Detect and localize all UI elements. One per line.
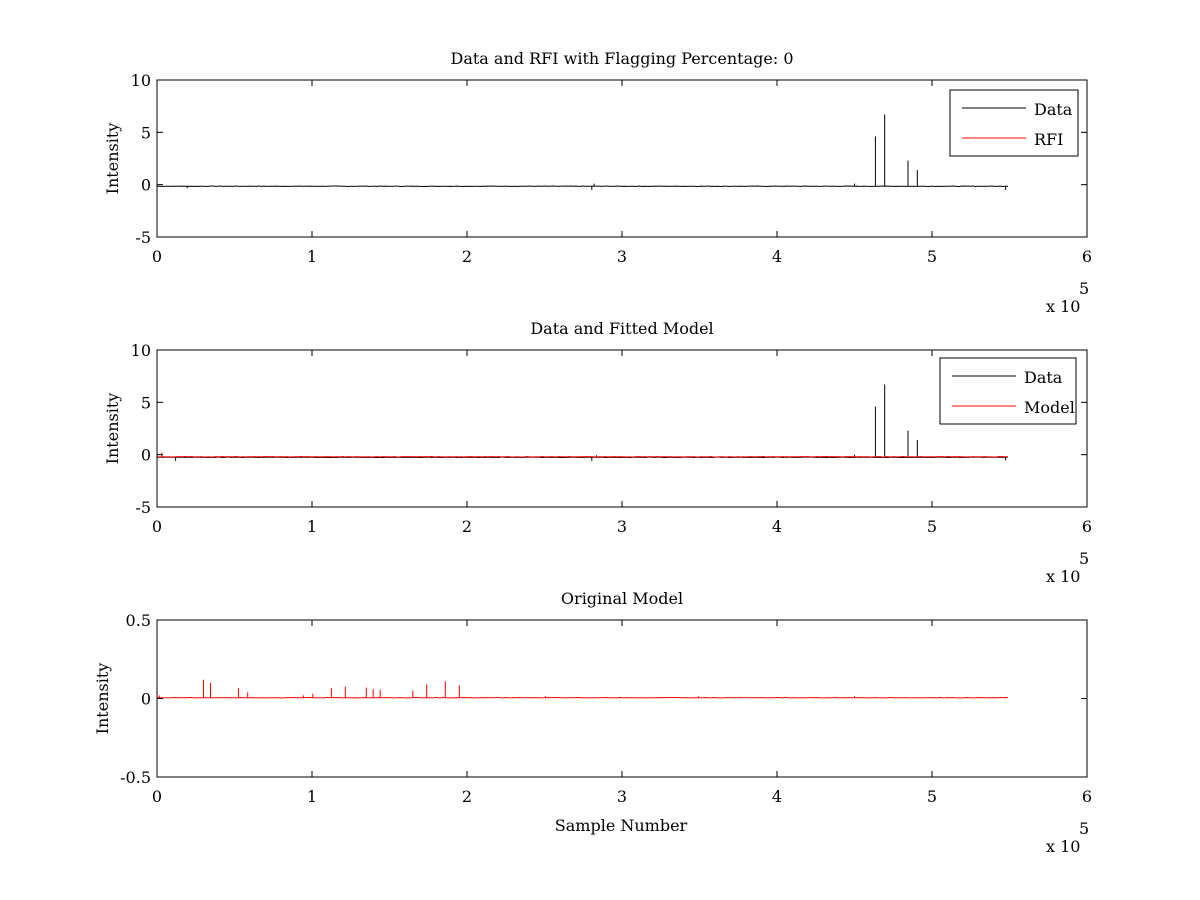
x-exponent-power: 5 [1079, 819, 1089, 838]
series-group [157, 679, 1009, 699]
x-tick-label: 6 [1082, 517, 1092, 536]
x-tick-label: 5 [927, 517, 937, 536]
x-exponent-power: 5 [1079, 549, 1089, 568]
x-exponent-label: x 10 [1046, 567, 1080, 586]
series-line-data [157, 114, 1009, 190]
legend-box [949, 89, 1079, 157]
x-tick-label: 5 [927, 787, 937, 806]
x-axis-label: Sample Number [555, 816, 688, 835]
y-tick-label: -5 [135, 228, 151, 247]
x-tick-label: 2 [462, 517, 472, 536]
x-tick-label: 4 [772, 787, 782, 806]
series-group [157, 114, 1009, 190]
series-line-model [157, 679, 1009, 699]
x-tick-label: 6 [1082, 787, 1092, 806]
x-tick-label: 4 [772, 517, 782, 536]
x-exponent-power: 5 [1079, 279, 1089, 298]
x-tick-label: 0 [152, 787, 162, 806]
plot-area [157, 620, 1087, 777]
y-tick-label: 0 [141, 446, 151, 465]
x-tick-label: 3 [617, 247, 627, 266]
y-tick-label: 5 [141, 123, 151, 142]
y-tick-label: 0 [141, 690, 151, 709]
legend-label-rfi: RFI [1034, 130, 1063, 149]
legend-label-model: Model [1024, 398, 1075, 417]
y-tick-label: -5 [135, 498, 151, 517]
chart-title: Data and RFI with Flagging Percentage: 0 [450, 49, 793, 68]
y-tick-label: 5 [141, 393, 151, 412]
x-tick-label: 4 [772, 247, 782, 266]
y-tick-label: 0 [141, 176, 151, 195]
chart-title: Data and Fitted Model [530, 319, 713, 338]
x-tick-label: 3 [617, 517, 627, 536]
x-tick-label: 0 [152, 247, 162, 266]
y-tick-label: 0.5 [126, 611, 151, 630]
series-line-model [157, 449, 1008, 458]
x-tick-label: 6 [1082, 247, 1092, 266]
y-tick-label: 10 [131, 71, 151, 90]
y-axis-label: Intensity [93, 663, 112, 735]
series-group [157, 384, 1009, 461]
x-tick-label: 3 [617, 787, 627, 806]
x-tick-label: 1 [307, 517, 317, 536]
legend: Data RFI [949, 89, 1079, 157]
y-tick-label: 10 [131, 341, 151, 360]
legend-box [939, 357, 1077, 425]
x-tick-label: 2 [462, 787, 472, 806]
x-tick-label: 1 [307, 787, 317, 806]
x-exponent-label: x 10 [1046, 297, 1080, 316]
x-tick-label: 0 [152, 517, 162, 536]
legend-label-data: Data [1034, 100, 1073, 119]
y-axis-label: Intensity [103, 123, 122, 195]
x-tick-label: 1 [307, 247, 317, 266]
legend-label-data: Data [1024, 368, 1063, 387]
x-exponent-label: x 10 [1046, 837, 1080, 856]
plot-area [157, 350, 1087, 507]
chart-title: Original Model [561, 589, 683, 608]
plot-area [157, 80, 1087, 237]
y-axis-label: Intensity [103, 393, 122, 465]
x-tick-label: 5 [927, 247, 937, 266]
y-tick-label: -0.5 [120, 768, 151, 787]
legend: Data Model [939, 357, 1077, 425]
x-tick-label: 2 [462, 247, 472, 266]
